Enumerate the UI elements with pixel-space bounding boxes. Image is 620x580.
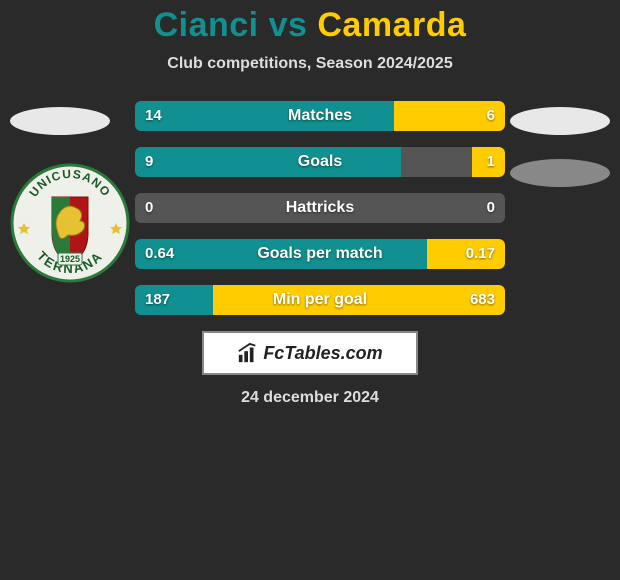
- subtitle: Club competitions, Season 2024/2025: [0, 55, 620, 73]
- badge-year: 1925: [60, 254, 80, 264]
- bar-left: [135, 101, 394, 131]
- player2-placeholder-icon: [510, 107, 610, 135]
- stat-left-value: 0: [145, 193, 153, 223]
- player1-name: Cianci: [154, 6, 259, 44]
- player2-name: Camarda: [317, 6, 466, 44]
- bar-right: [394, 101, 505, 131]
- brand-text: FcTables.com: [263, 343, 382, 364]
- stat-right-value: 0: [487, 193, 495, 223]
- bar-right: [427, 239, 505, 269]
- footer-date: 24 december 2024: [0, 389, 620, 407]
- stat-row: Goals91: [135, 147, 505, 177]
- stat-row: Matches146: [135, 101, 505, 131]
- bar-chart-icon: [237, 342, 259, 364]
- content: UNICUSANO TERNANA 1925 Matches146 Goals91…: [0, 101, 620, 407]
- club-badge: UNICUSANO TERNANA 1925: [10, 163, 130, 283]
- header: Cianci vs Camarda Club competitions, Sea…: [0, 0, 620, 73]
- player1-placeholder-icon: [10, 107, 110, 135]
- stat-row: Hattricks0 0: [135, 193, 505, 223]
- stat-row: Goals per match0.640.17: [135, 239, 505, 269]
- vs-text: vs: [269, 6, 308, 44]
- bar-left: [135, 147, 401, 177]
- bar-left: [135, 285, 213, 315]
- stat-row: Min per goal187683: [135, 285, 505, 315]
- bar-right: [472, 147, 505, 177]
- stat-label: Hattricks: [135, 193, 505, 223]
- stats-rows: Matches146 Goals91 Hattricks0 0 Goals per ma…: [135, 101, 505, 315]
- bar-right: [213, 285, 505, 315]
- player2-club-placeholder-icon: [510, 159, 610, 187]
- bar-left: [135, 239, 427, 269]
- page-title: Cianci vs Camarda: [0, 6, 620, 45]
- brand-logo: FcTables.com: [202, 331, 418, 375]
